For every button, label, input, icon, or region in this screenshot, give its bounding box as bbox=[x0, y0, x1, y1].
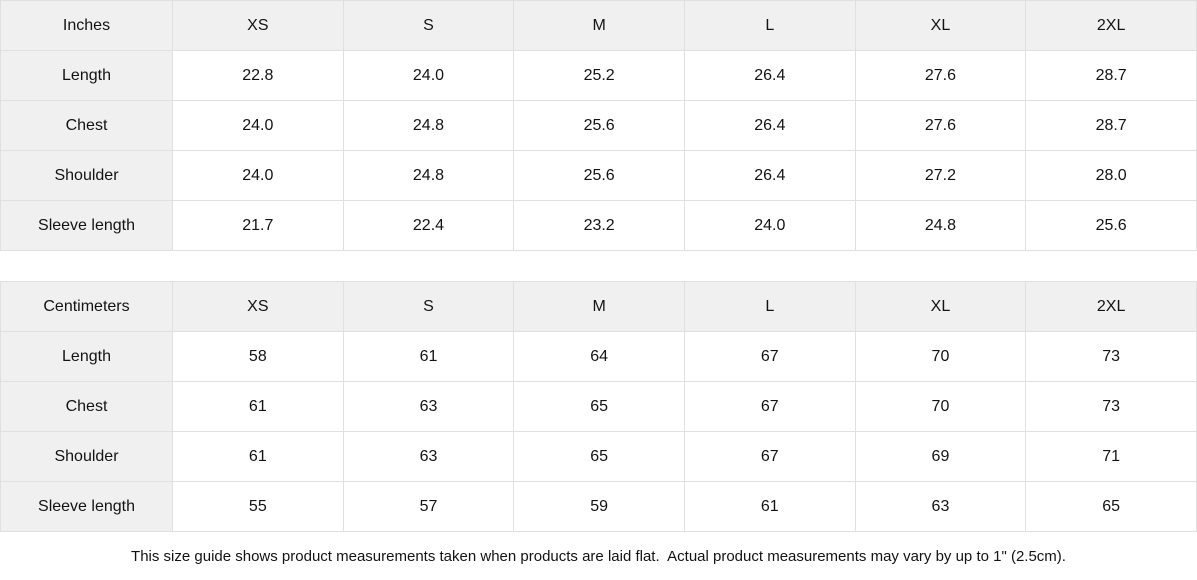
value-cell: 61 bbox=[172, 381, 344, 432]
value-cell: 22.4 bbox=[342, 200, 515, 251]
size-header-cell: 2XL bbox=[1025, 0, 1197, 51]
value-cell: 57 bbox=[342, 481, 515, 532]
value-cell: 65 bbox=[513, 381, 685, 432]
value-cell: 25.6 bbox=[513, 100, 685, 151]
row-label-cell: Chest bbox=[0, 381, 173, 432]
value-cell: 71 bbox=[1025, 431, 1197, 482]
value-cell: 67 bbox=[683, 431, 856, 482]
value-cell: 24.8 bbox=[854, 200, 1027, 251]
row-label-cell: Length bbox=[0, 50, 173, 101]
value-cell: 69 bbox=[854, 431, 1027, 482]
header-row: Inches XS S M L XL 2XL bbox=[0, 0, 1197, 51]
value-cell: 59 bbox=[513, 481, 685, 532]
value-cell: 28.7 bbox=[1025, 100, 1197, 151]
size-header-cell: XS bbox=[172, 0, 344, 51]
value-cell: 63 bbox=[342, 431, 515, 482]
value-cell: 24.0 bbox=[342, 50, 515, 101]
value-cell: 27.6 bbox=[854, 50, 1027, 101]
row-label-cell: Length bbox=[0, 331, 173, 382]
size-header-cell: M bbox=[513, 0, 685, 51]
value-cell: 22.8 bbox=[172, 50, 344, 101]
value-cell: 27.6 bbox=[854, 100, 1027, 151]
value-cell: 63 bbox=[342, 381, 515, 432]
table-row: Shoulder 61 63 65 67 69 71 bbox=[0, 431, 1197, 482]
size-header-cell: M bbox=[513, 281, 685, 332]
unit-label-cell: Inches bbox=[0, 0, 173, 51]
table-gap bbox=[0, 251, 1197, 281]
size-header-cell: XL bbox=[854, 0, 1027, 51]
row-label-cell: Sleeve length bbox=[0, 200, 173, 251]
value-cell: 70 bbox=[854, 381, 1027, 432]
size-header-cell: S bbox=[342, 281, 515, 332]
unit-label-cell: Centimeters bbox=[0, 281, 173, 332]
value-cell: 25.6 bbox=[513, 150, 685, 201]
value-cell: 64 bbox=[513, 331, 685, 382]
table-row: Length 22.8 24.0 25.2 26.4 27.6 28.7 bbox=[0, 50, 1197, 101]
size-header-cell: L bbox=[683, 0, 856, 51]
value-cell: 63 bbox=[854, 481, 1027, 532]
size-header-cell: XL bbox=[854, 281, 1027, 332]
value-cell: 24.8 bbox=[342, 100, 515, 151]
value-cell: 25.6 bbox=[1025, 200, 1197, 251]
value-cell: 70 bbox=[854, 331, 1027, 382]
value-cell: 67 bbox=[683, 331, 856, 382]
size-header-cell: S bbox=[342, 0, 515, 51]
value-cell: 24.8 bbox=[342, 150, 515, 201]
value-cell: 24.0 bbox=[172, 100, 344, 151]
centimeters-table: Centimeters XS S M L XL 2XL Length 58 61 64 67 70 73 C… bbox=[0, 281, 1197, 532]
value-cell: 24.0 bbox=[683, 200, 856, 251]
size-header-cell: XS bbox=[172, 281, 344, 332]
value-cell: 28.7 bbox=[1025, 50, 1197, 101]
table-row: Sleeve length 21.7 22.4 23.2 24.0 24.8 25.6 bbox=[0, 200, 1197, 251]
row-label-cell: Shoulder bbox=[0, 150, 173, 201]
table-row: Chest 24.0 24.8 25.6 26.4 27.6 28.7 bbox=[0, 100, 1197, 151]
value-cell: 28.0 bbox=[1025, 150, 1197, 201]
value-cell: 55 bbox=[172, 481, 344, 532]
value-cell: 25.2 bbox=[513, 50, 685, 101]
value-cell: 26.4 bbox=[683, 150, 856, 201]
table-row: Shoulder 24.0 24.8 25.6 26.4 27.2 28.0 bbox=[0, 150, 1197, 201]
inches-table: Inches XS S M L XL 2XL Length 22.8 24.0 25.2 26.4 27… bbox=[0, 0, 1197, 251]
size-header-cell: L bbox=[683, 281, 856, 332]
header-row: Centimeters XS S M L XL 2XL bbox=[0, 281, 1197, 332]
value-cell: 27.2 bbox=[854, 150, 1027, 201]
size-header-cell: 2XL bbox=[1025, 281, 1197, 332]
value-cell: 26.4 bbox=[683, 50, 856, 101]
value-cell: 58 bbox=[172, 331, 344, 382]
value-cell: 24.0 bbox=[172, 150, 344, 201]
value-cell: 61 bbox=[683, 481, 856, 532]
value-cell: 21.7 bbox=[172, 200, 344, 251]
value-cell: 73 bbox=[1025, 331, 1197, 382]
table-row: Sleeve length 55 57 59 61 63 65 bbox=[0, 481, 1197, 532]
value-cell: 61 bbox=[342, 331, 515, 382]
value-cell: 67 bbox=[683, 381, 856, 432]
value-cell: 65 bbox=[513, 431, 685, 482]
value-cell: 61 bbox=[172, 431, 344, 482]
table-row: Chest 61 63 65 67 70 73 bbox=[0, 381, 1197, 432]
row-label-cell: Shoulder bbox=[0, 431, 173, 482]
row-label-cell: Chest bbox=[0, 100, 173, 151]
size-guide-disclaimer: This size guide shows product measuremen… bbox=[0, 532, 1197, 580]
value-cell: 26.4 bbox=[683, 100, 856, 151]
row-label-cell: Sleeve length bbox=[0, 481, 173, 532]
table-row: Length 58 61 64 67 70 73 bbox=[0, 331, 1197, 382]
value-cell: 65 bbox=[1025, 481, 1197, 532]
value-cell: 23.2 bbox=[513, 200, 685, 251]
value-cell: 73 bbox=[1025, 381, 1197, 432]
